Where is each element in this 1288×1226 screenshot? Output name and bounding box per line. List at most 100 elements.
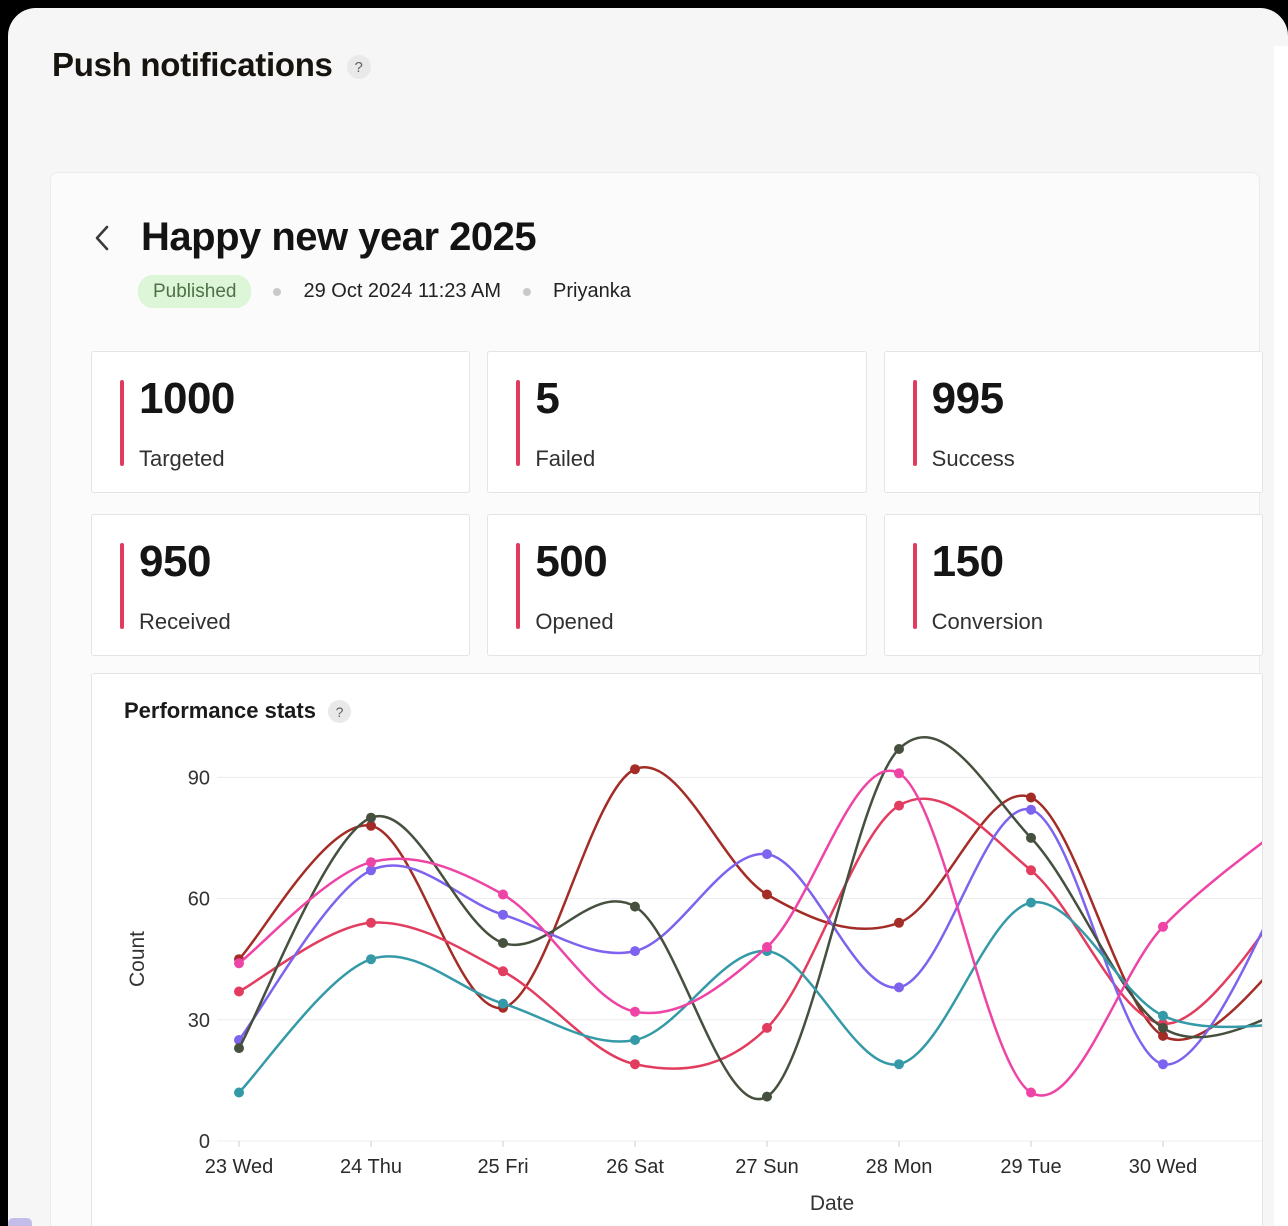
data-point-olive — [234, 1043, 244, 1054]
dot-separator — [273, 287, 282, 296]
stat-label: Success — [931, 446, 1015, 471]
data-point-crimson — [894, 800, 904, 811]
data-point-crimson — [630, 1059, 640, 1070]
campaign-title: Happy new year 2025 — [141, 215, 537, 259]
data-point-olive — [894, 744, 904, 754]
data-point-pink — [630, 1006, 640, 1017]
data-point-purple — [366, 865, 376, 876]
data-point-dark-red — [1026, 792, 1036, 803]
help-icon[interactable]: ? — [346, 55, 371, 79]
stat-card-received: 950 Received — [91, 514, 471, 656]
data-point-teal — [1026, 897, 1036, 908]
stat-accent-bar — [912, 380, 917, 466]
line-series-teal — [237, 901, 1262, 1094]
svg-text:0: 0 — [199, 1131, 210, 1153]
data-point-crimson — [498, 966, 508, 977]
dot-separator — [523, 287, 531, 296]
data-point-olive — [498, 938, 508, 948]
svg-text:29 Tue: 29 Tue — [1000, 1156, 1061, 1178]
campaign-title-row: Happy new year 2025 — [89, 215, 537, 260]
data-point-purple — [1158, 1059, 1168, 1070]
campaign-meta-row: Published 29 Oct 2024 11:23 AM Priyanka — [138, 275, 631, 308]
data-point-teal — [234, 1087, 244, 1098]
line-series-crimson — [237, 797, 1262, 1070]
data-point-olive — [762, 1091, 772, 1102]
svg-text:90: 90 — [188, 767, 210, 789]
data-point-pink — [1026, 1087, 1036, 1098]
stat-accent-bar — [516, 543, 521, 629]
stat-accent-bar — [912, 543, 917, 629]
chevron-left-icon — [95, 225, 109, 250]
data-point-crimson — [762, 1022, 772, 1033]
page-title: Push notifications — [52, 46, 333, 83]
stat-card-success: 995 Success — [883, 351, 1263, 493]
stat-card-failed: 5 Failed — [487, 351, 867, 493]
data-point-teal — [1158, 1010, 1168, 1021]
data-point-olive — [1158, 1022, 1168, 1033]
data-point-pink — [234, 958, 244, 969]
data-point-olive — [1026, 832, 1036, 843]
data-point-purple — [498, 909, 508, 920]
stat-label: Received — [139, 609, 231, 634]
data-point-purple — [1026, 804, 1036, 815]
stat-label: Targeted — [139, 446, 225, 471]
svg-text:28 Mon: 28 Mon — [866, 1156, 933, 1178]
publish-datetime: 29 Oct 2024 11:23 AM — [303, 280, 501, 302]
data-point-pink — [498, 889, 508, 900]
svg-text:23 Wed: 23 Wed — [205, 1156, 274, 1178]
data-point-olive — [630, 901, 640, 912]
help-icon[interactable]: ? — [327, 700, 351, 723]
stat-value: 5 — [535, 374, 560, 423]
stat-label: Opened — [535, 609, 614, 634]
svg-text:30: 30 — [188, 1010, 210, 1032]
data-point-pink — [1158, 921, 1168, 932]
stat-accent-bar — [120, 543, 124, 629]
y-axis-label: Count — [126, 931, 149, 987]
line-series-dark-red — [237, 765, 1262, 1041]
svg-text:26 Sat: 26 Sat — [606, 1156, 664, 1178]
data-point-teal — [366, 954, 376, 965]
data-point-dark-red — [366, 820, 376, 831]
svg-text:27 Sun: 27 Sun — [735, 1156, 798, 1178]
stat-value: 950 — [139, 537, 211, 586]
data-point-dark-red — [762, 889, 772, 900]
page-corner-accent — [8, 1218, 32, 1226]
svg-text:30 Wed: 30 Wed — [1129, 1156, 1198, 1178]
scrollbar-track[interactable] — [1274, 46, 1288, 1226]
data-point-pink — [894, 768, 904, 779]
data-point-purple — [894, 982, 904, 993]
performance-stats-card: Performance stats ? 0 30 60 90 23 Wed 24 Thu 2… — [91, 673, 1263, 1226]
stat-card-targeted: 1000 Targeted — [91, 351, 471, 493]
svg-text:25 Fri: 25 Fri — [477, 1156, 528, 1178]
stat-card-conversion: 150 Conversion — [883, 514, 1263, 656]
stat-label: Failed — [535, 446, 596, 471]
data-point-dark-red — [630, 764, 640, 775]
app-window: Push notifications ? Happy new year 2025… — [8, 8, 1288, 1226]
line-series-pink — [237, 769, 1262, 1097]
stat-accent-bar — [120, 380, 124, 466]
page-header: Push notifications ? — [52, 46, 371, 84]
data-point-crimson — [366, 917, 376, 928]
chart-title: Performance stats — [124, 698, 316, 723]
stat-value: 1000 — [139, 374, 235, 423]
data-point-purple — [630, 946, 640, 957]
stat-value: 150 — [931, 537, 1004, 586]
stat-card-opened: 500 Opened — [487, 514, 867, 656]
x-axis-label: Date — [810, 1192, 854, 1215]
data-point-purple — [762, 849, 772, 860]
data-point-dark-red — [1158, 1030, 1168, 1041]
data-point-pink — [366, 857, 376, 868]
svg-text:60: 60 — [188, 889, 210, 911]
chart-header: Performance stats ? — [124, 698, 351, 724]
performance-line-chart[interactable]: 0 30 60 90 23 Wed 24 Thu 25 Fri 26 Sat 27 Sun 28 … — [92, 732, 1262, 1226]
data-point-crimson — [234, 986, 244, 997]
data-point-dark-red — [894, 917, 904, 928]
stat-value: 500 — [535, 537, 608, 586]
data-point-teal — [630, 1035, 640, 1045]
stat-label: Conversion — [931, 609, 1043, 634]
data-point-olive — [366, 812, 376, 823]
data-point-teal — [498, 998, 508, 1009]
back-button[interactable] — [89, 223, 115, 253]
line-series-olive — [237, 735, 1262, 1101]
status-badge: Published — [138, 275, 252, 308]
